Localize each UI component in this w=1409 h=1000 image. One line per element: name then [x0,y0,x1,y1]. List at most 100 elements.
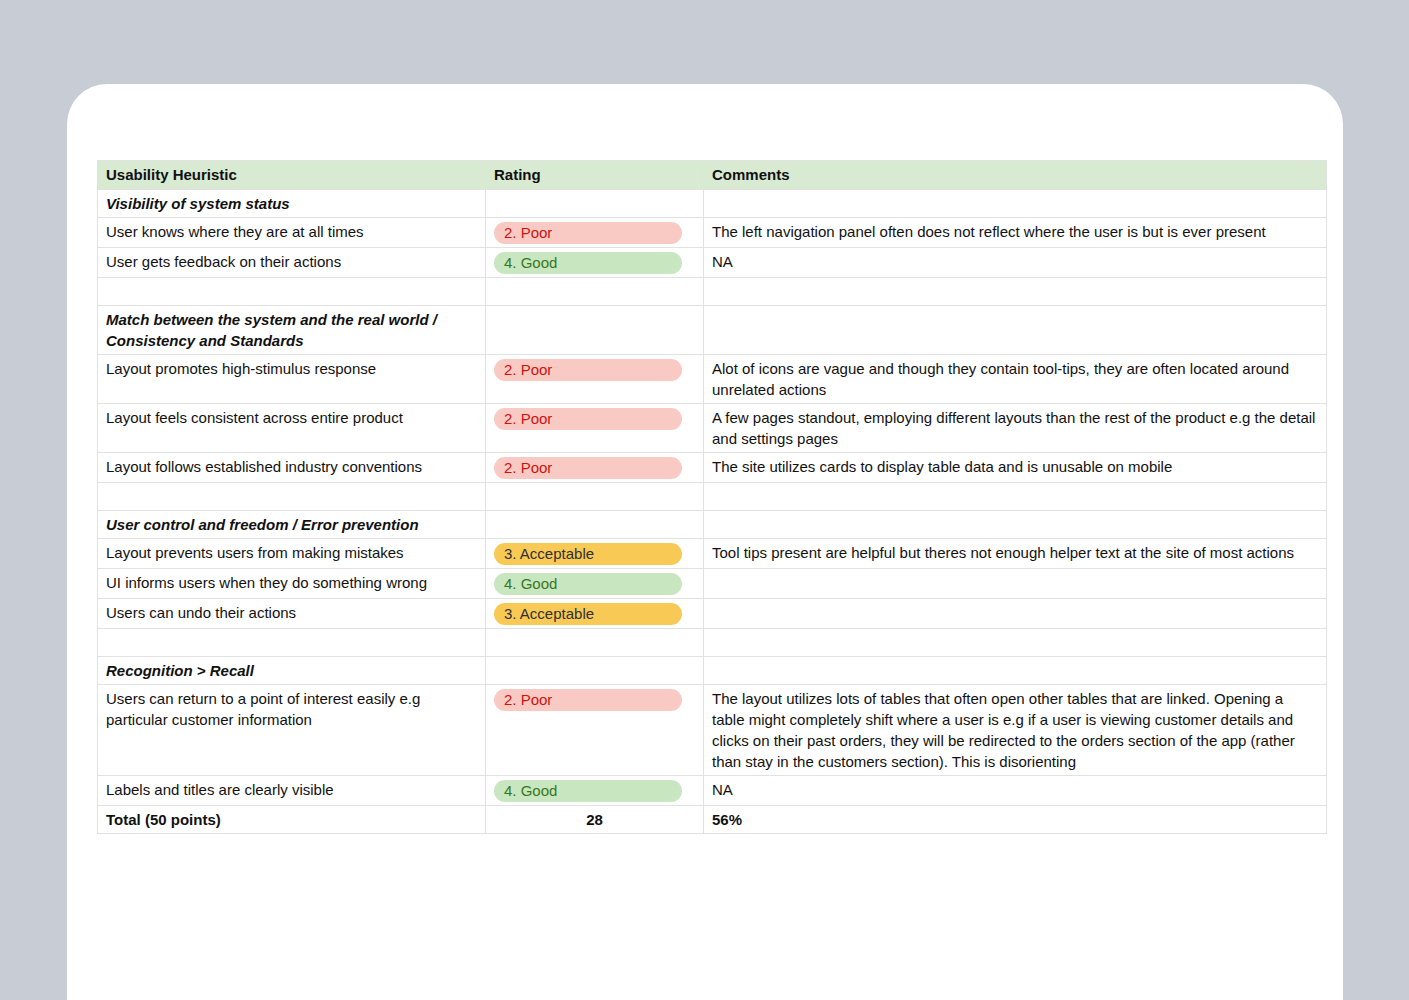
table-row: Labels and titles are clearly visible 4. … [98,776,1327,806]
comment-text: NA [712,253,733,270]
empty-row [98,629,1327,657]
heuristic-text: Total (50 points) [106,811,221,828]
comment-cell[interactable]: Alot of icons are vague and though they … [704,355,1327,404]
column-header-rating[interactable]: Rating [486,161,704,190]
table-row: Users can undo their actions 3. Acceptabl… [98,599,1327,629]
heuristic-text: Users can return to a point of interest … [106,690,420,728]
table-row: User gets feedback on their actions 4. Go… [98,248,1327,278]
rating-cell[interactable] [486,190,704,218]
table-row: UI informs users when they do something … [98,569,1327,599]
rating-cell[interactable]: 28 [486,806,704,834]
comment-cell[interactable] [704,657,1327,685]
heuristic-cell[interactable]: User gets feedback on their actions [98,248,486,278]
column-header-heuristic[interactable]: Usability Heuristic [98,161,486,190]
comment-text: Alot of icons are vague and though they … [712,360,1289,398]
rating-cell[interactable]: 2. Poor [486,355,704,404]
comment-cell[interactable] [704,190,1327,218]
heuristic-cell[interactable] [98,629,486,657]
total-score: 28 [586,811,603,828]
comment-cell[interactable] [704,483,1327,511]
comment-text: The layout utilizes lots of tables that … [712,690,1295,770]
heuristic-text: Users can undo their actions [106,604,296,621]
heuristic-cell[interactable]: Layout follows established industry conv… [98,453,486,483]
rating-cell[interactable]: 2. Poor [486,453,704,483]
rating-cell[interactable] [486,657,704,685]
rating-cell[interactable]: 4. Good [486,248,704,278]
heuristic-text: Match between the system and the real wo… [106,311,437,349]
heuristic-cell[interactable]: Labels and titles are clearly visible [98,776,486,806]
table-row: Layout prevents users from making mistak… [98,539,1327,569]
comment-text: The site utilizes cards to display table… [712,458,1172,475]
sheet-card: Usability Heuristic Rating Comments Visi… [67,84,1343,1000]
rating-pill-poor: 2. Poor [494,457,682,479]
rating-cell[interactable] [486,629,704,657]
heuristic-cell[interactable] [98,483,486,511]
rating-cell[interactable]: 4. Good [486,569,704,599]
comment-text: The left navigation panel often does not… [712,223,1266,240]
heuristic-cell[interactable]: Layout promotes high-stimulus response [98,355,486,404]
rating-pill-good: 4. Good [494,780,682,802]
section-row: Recognition > Recall [98,657,1327,685]
heuristic-text: Layout prevents users from making mistak… [106,544,404,561]
section-row: User control and freedom / Error prevent… [98,511,1327,539]
heuristic-cell[interactable]: Total (50 points) [98,806,486,834]
heuristic-text: User gets feedback on their actions [106,253,341,270]
section-row: Match between the system and the real wo… [98,306,1327,355]
column-header-comments[interactable]: Comments [704,161,1327,190]
comment-cell[interactable] [704,629,1327,657]
rating-cell[interactable]: 4. Good [486,776,704,806]
heuristic-cell[interactable]: Layout prevents users from making mistak… [98,539,486,569]
rating-pill-poor: 2. Poor [494,359,682,381]
rating-cell[interactable] [486,278,704,306]
heuristic-cell[interactable]: Recognition > Recall [98,657,486,685]
comment-cell[interactable] [704,278,1327,306]
comment-cell[interactable]: The left navigation panel often does not… [704,218,1327,248]
rating-cell[interactable] [486,511,704,539]
rating-cell[interactable] [486,306,704,355]
heuristic-text: User knows where they are at all times [106,223,364,240]
heuristic-cell[interactable] [98,278,486,306]
comment-cell[interactable]: The layout utilizes lots of tables that … [704,685,1327,776]
comment-cell[interactable]: 56% [704,806,1327,834]
heuristic-text: User control and freedom / Error prevent… [106,516,419,533]
heuristic-cell[interactable]: User knows where they are at all times [98,218,486,248]
rating-pill-good: 4. Good [494,573,682,595]
empty-row [98,483,1327,511]
heuristic-text: UI informs users when they do something … [106,574,427,591]
table-row: Layout promotes high-stimulus response 2.… [98,355,1327,404]
rating-pill-poor: 2. Poor [494,222,682,244]
comment-text: NA [712,781,733,798]
heuristic-cell[interactable]: User control and freedom / Error prevent… [98,511,486,539]
heuristic-cell[interactable]: Users can undo their actions [98,599,486,629]
table-row: Layout feels consistent across entire pr… [98,404,1327,453]
comment-cell[interactable] [704,306,1327,355]
heuristic-cell[interactable]: Match between the system and the real wo… [98,306,486,355]
heuristic-cell[interactable]: UI informs users when they do something … [98,569,486,599]
rating-cell[interactable]: 3. Acceptable [486,599,704,629]
comment-cell[interactable]: The site utilizes cards to display table… [704,453,1327,483]
heuristic-text: Layout feels consistent across entire pr… [106,409,403,426]
heuristic-text: Visibility of system status [106,195,290,212]
comment-cell[interactable] [704,569,1327,599]
rating-pill-good: 4. Good [494,252,682,274]
rating-cell[interactable]: 2. Poor [486,218,704,248]
heuristic-cell[interactable]: Layout feels consistent across entire pr… [98,404,486,453]
rating-cell[interactable]: 3. Acceptable [486,539,704,569]
heuristic-cell[interactable]: Users can return to a point of interest … [98,685,486,776]
comment-text: A few pages standout, employing differen… [712,409,1315,447]
comment-cell[interactable]: NA [704,776,1327,806]
header-row: Usability Heuristic Rating Comments [98,161,1327,190]
rating-cell[interactable] [486,483,704,511]
comment-cell[interactable]: A few pages standout, employing differen… [704,404,1327,453]
rating-cell[interactable]: 2. Poor [486,404,704,453]
rating-pill-poor: 2. Poor [494,408,682,430]
comment-cell[interactable] [704,511,1327,539]
comment-cell[interactable] [704,599,1327,629]
comment-cell[interactable]: Tool tips present are helpful but theres… [704,539,1327,569]
heuristic-text: Layout promotes high-stimulus response [106,360,376,377]
comment-cell[interactable]: NA [704,248,1327,278]
rating-pill-acceptable: 3. Acceptable [494,603,682,625]
rating-cell[interactable]: 2. Poor [486,685,704,776]
heuristic-text: Labels and titles are clearly visible [106,781,334,798]
heuristic-cell[interactable]: Visibility of system status [98,190,486,218]
